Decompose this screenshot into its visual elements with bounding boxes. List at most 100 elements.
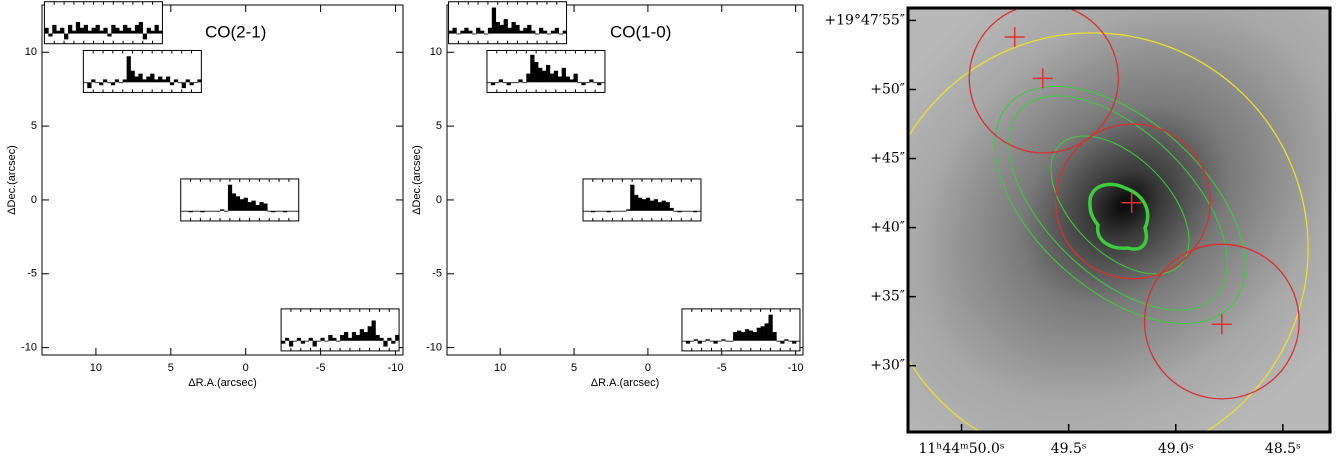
spectrum-bar: [601, 82, 606, 84]
spectrum-bar: [146, 76, 151, 83]
spectrum-bar: [340, 334, 345, 341]
spectrum-bar: [562, 30, 567, 34]
y-tick-label: -10: [21, 342, 37, 354]
spectrum-bar: [581, 82, 586, 86]
spectrum-bar: [614, 210, 619, 212]
spectrum-bar: [114, 79, 120, 83]
spectrum-bar: [456, 33, 461, 35]
spectrum-bar: [344, 332, 349, 341]
spectrum-bar: [200, 210, 205, 213]
spectrum-bar: [693, 339, 698, 341]
spectrum-bar: [300, 340, 305, 344]
y-axis-label: ΔDec.(arcsec): [6, 145, 18, 215]
spectrum-bar: [286, 210, 292, 212]
spectrum-bar: [316, 340, 321, 342]
y-tick-label: 0: [31, 194, 37, 206]
spectrum-bar: [231, 193, 237, 211]
spectrum-bar: [689, 210, 694, 212]
spectrum-bar: [515, 24, 520, 34]
spectrum-bar: [185, 79, 190, 83]
spectrum-bar: [227, 184, 233, 211]
spectrum-bar: [653, 199, 659, 211]
spectrum-bar: [165, 76, 171, 83]
spectrum-bar: [630, 184, 635, 211]
x-tick-label: 0: [243, 362, 249, 374]
spectrum-bar: [347, 337, 353, 341]
spectrum-bar: [146, 27, 151, 34]
spectrum-bar: [220, 209, 225, 211]
spectrum-bar: [685, 340, 691, 344]
panel-title: CO(2-1): [205, 22, 266, 41]
spectrum-bar: [138, 73, 143, 83]
spectrum-bar: [142, 79, 147, 83]
spectrum-bar: [279, 210, 284, 212]
spectrum-bar: [304, 340, 309, 342]
x-tick-label: 49.5ˢ: [1051, 441, 1087, 457]
spectrum-bar: [204, 210, 209, 212]
y-tick-label: 10: [430, 46, 442, 58]
spectrum-bar: [487, 27, 493, 34]
spectrum-bar: [282, 210, 288, 213]
spectrum-bar: [192, 210, 197, 212]
spectrum-bar: [498, 79, 504, 83]
spectrum-bar: [91, 79, 96, 83]
y-tick-label: -10: [426, 342, 442, 354]
spectrum-bar: [177, 82, 182, 84]
spectrum-bar: [557, 76, 563, 83]
spectrum-bar: [391, 340, 396, 344]
spectrum-bar: [669, 207, 674, 211]
spectrum-bar: [657, 202, 662, 211]
spectrum-bar: [371, 320, 376, 341]
y-tick-label: +19°47′55″: [824, 12, 905, 28]
spectrum-bar: [554, 27, 559, 34]
spectrum-bar: [491, 7, 497, 34]
x-tick-label: -10: [388, 362, 404, 374]
spectrum-bar: [196, 210, 201, 212]
spectrum-bar: [239, 199, 244, 211]
spectrum-bar: [87, 30, 92, 34]
spectrum-bar: [499, 24, 504, 34]
spectrum-bar: [594, 210, 600, 212]
spectrum-bar: [760, 326, 765, 341]
spectrum-bar: [123, 24, 128, 34]
spectrum-bar: [363, 332, 368, 341]
spectrum-bar: [75, 21, 81, 34]
spectrum-bar: [119, 30, 124, 34]
spectrum-bar: [181, 82, 186, 89]
spectrum-bar: [83, 82, 88, 84]
spectrum-bar: [259, 202, 264, 211]
spectrum-bar: [542, 70, 547, 83]
y-tick-label: +35″: [870, 289, 905, 305]
x-tick-label: -5: [316, 362, 326, 374]
spectrum-bar: [618, 210, 623, 212]
spectrum-bar: [44, 27, 49, 34]
spectrum-bar: [772, 332, 777, 341]
spectrum-bar: [212, 210, 217, 212]
y-axis-label: ΔDec.(arcsec): [411, 145, 423, 215]
spectrum-bar: [324, 340, 329, 342]
spectrum-bar: [87, 82, 92, 89]
spectrum-bar: [598, 210, 603, 212]
spectrum-bar: [511, 21, 516, 34]
spectrum-bar: [95, 82, 100, 84]
spectrum-bar: [549, 73, 555, 83]
spectrum-inset: [681, 308, 801, 352]
spectrum-bar: [460, 30, 465, 34]
spectrum-bar: [52, 24, 57, 34]
spectrum-bar: [590, 210, 596, 213]
spectrum-bar: [527, 24, 532, 34]
spectrum-bar: [235, 196, 241, 211]
spectrum-bar: [255, 205, 260, 211]
spectrum-bar: [506, 82, 511, 86]
spectrum-bar: [523, 27, 528, 34]
x-tick-label: 5: [168, 362, 174, 374]
spectrum-bar: [582, 210, 588, 212]
sky-image: [908, 8, 1330, 432]
spectrum-bar: [189, 82, 194, 86]
spectrum-bar: [464, 27, 469, 34]
spectrum-bar: [740, 332, 746, 341]
spectrum-bar: [610, 210, 615, 212]
spectrum-bar: [768, 314, 773, 341]
spectrum-bar: [784, 339, 789, 341]
spectrum-bar: [697, 210, 702, 212]
